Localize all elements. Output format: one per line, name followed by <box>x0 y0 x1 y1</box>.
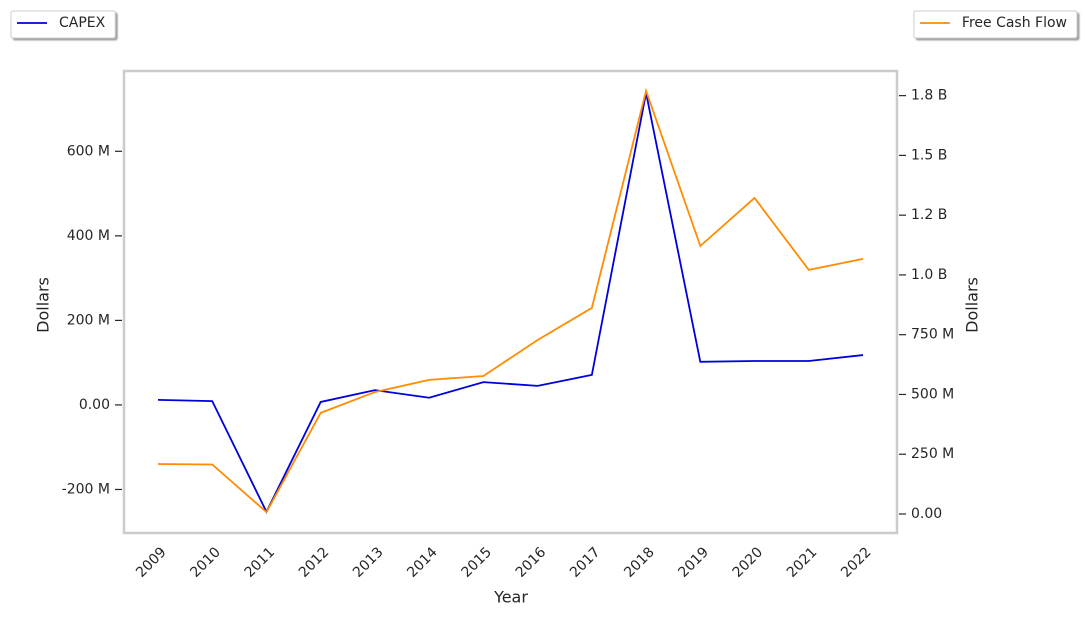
y-tick-label: -200 M <box>62 481 110 497</box>
y-tick-label: 600 M <box>67 143 110 159</box>
legend-box <box>913 10 1078 39</box>
y2-tick-label: 1.8 B <box>911 88 947 104</box>
x-tick-label: 2011 <box>242 544 279 581</box>
y2-tick-label: 500 M <box>911 386 954 402</box>
y2-tick-label: 1.2 B <box>911 207 947 223</box>
x-tick-label: 2022 <box>838 544 875 581</box>
y2-tick-label: 0.00 <box>911 506 942 522</box>
y2-tick-label: 250 M <box>911 446 954 462</box>
y2-tick-label: 1.5 B <box>911 147 947 163</box>
y2-tick-label: 750 M <box>911 327 954 343</box>
legend-label: Free Cash Flow <box>962 15 1067 31</box>
y-tick-label: 200 M <box>67 312 110 328</box>
series-line <box>157 87 864 514</box>
x-tick-label: 2020 <box>730 544 767 581</box>
legend-box <box>10 10 116 39</box>
x-tick-label: 2017 <box>567 544 604 581</box>
x-tick-label: 2016 <box>513 544 550 581</box>
x-tick-label: 2013 <box>350 544 387 581</box>
y2-tick-label: 1.0 B <box>911 267 947 283</box>
x-tick-label: 2019 <box>675 544 712 581</box>
x-tick-label: 2010 <box>187 544 224 581</box>
y2-axis-title: Dollars <box>963 277 982 333</box>
x-axis-title: Year <box>493 588 528 607</box>
y-tick-label: 400 M <box>67 228 110 244</box>
x-tick-label: 2018 <box>621 544 658 581</box>
y-tick-label: 0.00 <box>79 397 110 413</box>
x-tick-label: 2015 <box>459 544 496 581</box>
x-tick-label: 2009 <box>133 544 170 581</box>
legend-label: CAPEX <box>59 15 106 31</box>
x-tick-label: 2012 <box>296 544 333 581</box>
x-tick-label: 2014 <box>404 544 441 581</box>
series-line <box>157 92 864 514</box>
y-axis-title: Dollars <box>34 277 53 333</box>
x-tick-label: 2021 <box>784 544 821 581</box>
plot-frame <box>122 69 899 535</box>
